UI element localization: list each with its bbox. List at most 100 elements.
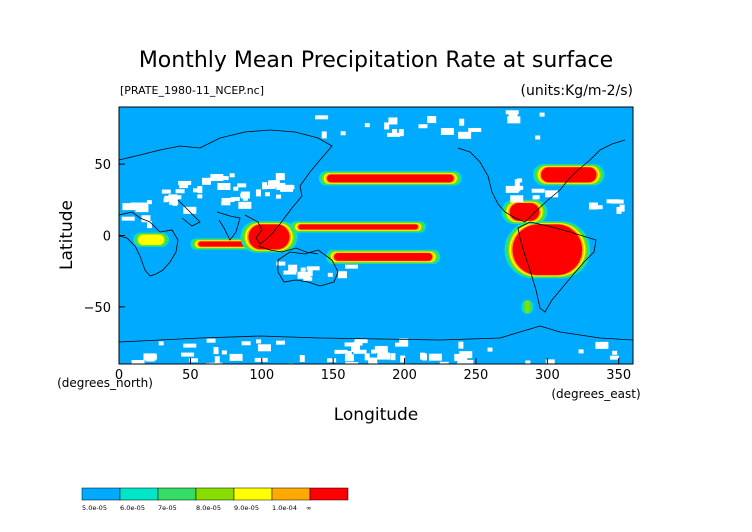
source-label: [PRATE_1980-11_NCEP.nc] bbox=[120, 84, 264, 97]
missing-cell-54 bbox=[545, 359, 555, 364]
colorbar-label: 1.0e-04 bbox=[272, 504, 297, 512]
missing-cell-0 bbox=[371, 349, 377, 354]
missing-cell-109 bbox=[300, 267, 306, 272]
missing-cell-136 bbox=[321, 131, 327, 139]
missing-cell-10 bbox=[299, 355, 305, 363]
missing-cell-125 bbox=[398, 129, 404, 137]
x-tick-label: 200 bbox=[392, 368, 417, 383]
missing-cell-93 bbox=[176, 195, 182, 200]
y-tick-label: 0 bbox=[103, 230, 111, 245]
missing-cell-140 bbox=[364, 123, 370, 128]
eurasia-coastline bbox=[118, 129, 333, 187]
missing-cell-74 bbox=[219, 176, 229, 181]
missing-cell-80 bbox=[237, 183, 247, 188]
missing-cell-97 bbox=[240, 191, 250, 199]
missing-cell-137 bbox=[384, 122, 390, 130]
missing-cell-61 bbox=[230, 196, 240, 201]
missing-cell-18 bbox=[257, 344, 271, 352]
missing-cell-13 bbox=[188, 358, 198, 363]
missing-cell-7 bbox=[334, 349, 348, 354]
missing-cell-19 bbox=[595, 341, 609, 349]
missing-cell-139 bbox=[458, 131, 472, 139]
missing-cell-63 bbox=[275, 173, 285, 181]
missing-cell-50 bbox=[221, 350, 227, 355]
missing-cell-38 bbox=[214, 356, 220, 364]
precipitation-bands bbox=[133, 164, 605, 315]
map-plot-area: 0 50 100 150 200 250 300 350 −50 0 50 bbox=[84, 106, 634, 383]
missing-cell-120 bbox=[545, 190, 559, 198]
missing-cell-48 bbox=[145, 354, 155, 362]
missing-cell-108 bbox=[288, 264, 298, 272]
units-label: (units:Kg/m-2/s) bbox=[521, 83, 633, 99]
missing-cell-83 bbox=[217, 183, 231, 191]
missing-cell-64 bbox=[264, 192, 270, 197]
x-tick-label: 350 bbox=[606, 368, 631, 383]
missing-cell-37 bbox=[158, 341, 164, 346]
missing-cell-94 bbox=[201, 177, 211, 185]
missing-cell-66 bbox=[197, 194, 203, 199]
missing-cell-81 bbox=[161, 189, 171, 194]
missing-cell-42 bbox=[354, 339, 368, 344]
missing-cell-114 bbox=[510, 195, 524, 203]
missing-cell-51 bbox=[612, 350, 618, 355]
arabia-coastline bbox=[177, 199, 201, 227]
missing-cell-112 bbox=[514, 179, 520, 187]
missing-cell-44 bbox=[399, 338, 409, 346]
missing-cell-78 bbox=[221, 201, 231, 206]
missing-cell-90 bbox=[169, 197, 179, 205]
x-unit-label: (degrees_east) bbox=[551, 387, 640, 401]
missing-cell-47 bbox=[377, 352, 391, 360]
missing-cell-138 bbox=[508, 111, 518, 119]
precip-band-7-level-6 bbox=[541, 167, 597, 183]
colorbar-swatch bbox=[271, 487, 311, 501]
missing-cell-17 bbox=[254, 357, 268, 362]
y-tick-label: 50 bbox=[94, 158, 111, 173]
missing-cell-99 bbox=[262, 182, 268, 190]
missing-cell-96 bbox=[221, 197, 235, 202]
missing-cell-45 bbox=[345, 362, 359, 370]
missing-data-cells bbox=[121, 110, 625, 371]
coastlines bbox=[118, 129, 634, 343]
precip-band-6-level-6 bbox=[509, 203, 540, 221]
missing-cell-69 bbox=[285, 185, 295, 190]
precip-band-3-level-6 bbox=[334, 252, 433, 261]
missing-cell-34 bbox=[364, 353, 370, 361]
missing-cell-145 bbox=[146, 221, 152, 229]
x-tick-label: 300 bbox=[535, 368, 560, 383]
missing-cell-122 bbox=[427, 116, 437, 124]
missing-cell-55 bbox=[578, 349, 584, 354]
south-america-coastline bbox=[517, 221, 597, 313]
missing-cell-49 bbox=[457, 360, 471, 365]
y-unit-label: (degrees_north) bbox=[57, 376, 153, 390]
colorbar-swatch bbox=[309, 487, 349, 501]
x-tick-label: 150 bbox=[321, 368, 346, 383]
colorbar-swatch bbox=[157, 487, 197, 501]
x-tick-label: 50 bbox=[182, 368, 199, 383]
axis-ticks: 0 50 100 150 200 250 300 350 −50 0 50 bbox=[84, 158, 632, 383]
precip-band-9-level-3 bbox=[524, 301, 530, 313]
indonesia-coastline bbox=[257, 245, 319, 255]
missing-cell-20 bbox=[404, 363, 410, 368]
missing-cell-144 bbox=[130, 202, 144, 210]
missing-cell-88 bbox=[238, 201, 252, 209]
colorbar-label: 7e-05 bbox=[158, 504, 177, 512]
missing-cell-11 bbox=[241, 341, 251, 346]
missing-cell-59 bbox=[327, 358, 337, 363]
missing-cell-86 bbox=[164, 195, 174, 200]
missing-cell-151 bbox=[619, 204, 625, 212]
missing-cell-56 bbox=[368, 357, 378, 365]
missing-cell-147 bbox=[141, 215, 151, 223]
missing-cell-89 bbox=[163, 198, 169, 203]
missing-cell-105 bbox=[345, 264, 359, 269]
colorbar-swatch bbox=[81, 487, 121, 501]
precip-band-5-level-6 bbox=[512, 224, 583, 276]
missing-cell-16 bbox=[344, 342, 354, 347]
missing-cell-130 bbox=[507, 116, 521, 124]
missing-cell-28 bbox=[205, 363, 211, 368]
chart-title: Monthly Mean Precipitation Rate at surfa… bbox=[139, 48, 613, 73]
colorbar-label: 5.0e-05 bbox=[82, 504, 107, 512]
missing-cell-46 bbox=[454, 353, 468, 361]
missing-cell-32 bbox=[525, 360, 531, 365]
missing-cell-110 bbox=[303, 276, 313, 281]
